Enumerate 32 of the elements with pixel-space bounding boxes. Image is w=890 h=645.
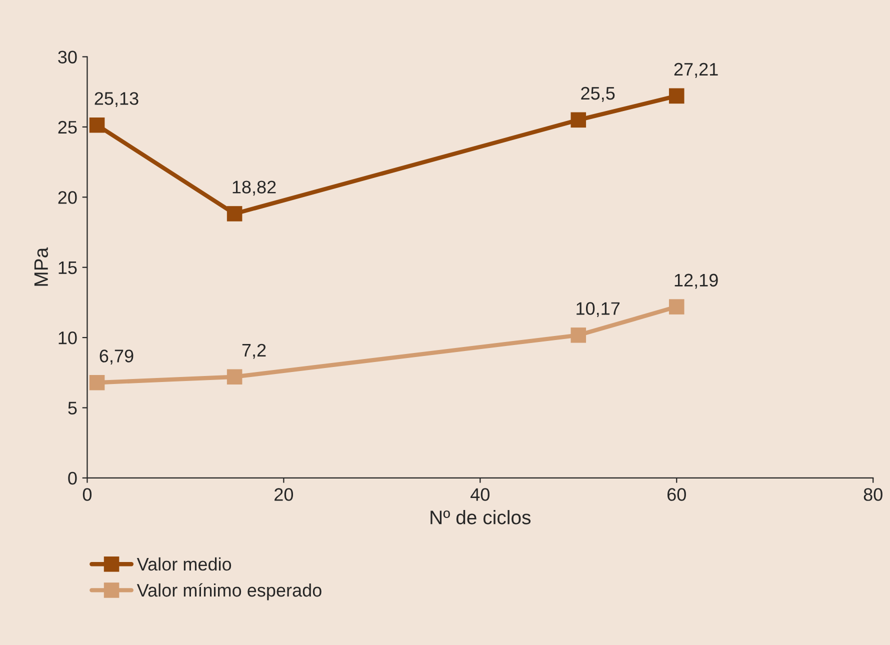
y-tick-label: 15 xyxy=(58,261,77,274)
y-axis-title: MPa xyxy=(34,247,48,286)
data-label: 12,19 xyxy=(674,274,718,289)
data-label: 7,2 xyxy=(242,344,266,359)
point xyxy=(668,299,684,314)
data-label: 6,79 xyxy=(100,350,134,365)
data-label: 25,13 xyxy=(94,92,138,108)
point xyxy=(226,206,242,222)
x-tick-label: 0 xyxy=(82,488,92,501)
x-axis-title: Nº de ciclos xyxy=(430,510,531,524)
x-tick-label: 60 xyxy=(668,488,686,501)
data-label: 25,5 xyxy=(581,86,615,102)
point xyxy=(89,117,105,133)
point xyxy=(668,88,684,104)
data-label: 18,82 xyxy=(232,180,276,196)
x-tick-label: 20 xyxy=(274,488,294,501)
point xyxy=(570,112,586,128)
y-tick-label: 30 xyxy=(58,50,77,64)
x-tick-label: 80 xyxy=(864,488,882,501)
x-tick-label: 40 xyxy=(470,488,490,501)
legend-label: Valor medio xyxy=(136,557,232,571)
y-tick-label: 5 xyxy=(68,402,77,414)
data-label: 27,21 xyxy=(674,62,718,78)
y-tick-label: 0 xyxy=(68,472,77,485)
legend-label: Valor mínimo esperado xyxy=(136,583,322,600)
y-tick-label: 20 xyxy=(58,191,77,204)
point xyxy=(89,374,105,390)
point xyxy=(570,328,586,343)
y-tick-label: 10 xyxy=(58,331,77,344)
y-tick-label: 25 xyxy=(58,120,77,134)
point xyxy=(226,369,242,384)
data-label: 10,17 xyxy=(576,302,620,318)
